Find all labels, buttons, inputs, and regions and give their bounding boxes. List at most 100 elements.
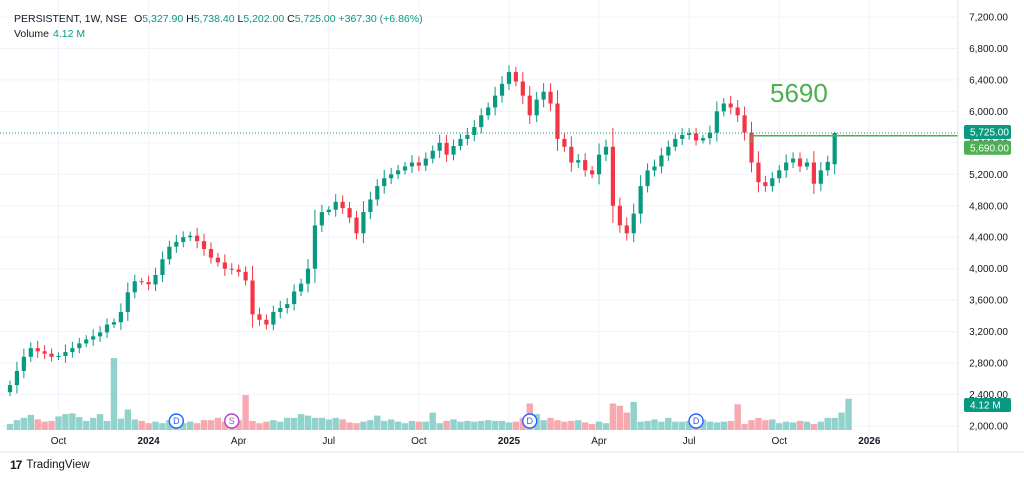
candle-up — [389, 167, 394, 185]
candle-body — [465, 134, 470, 139]
candle-up — [174, 235, 179, 253]
split-marker[interactable]: S — [224, 413, 240, 429]
volume-bar — [803, 421, 811, 430]
candle-down — [742, 106, 747, 141]
dividend-marker[interactable]: D — [168, 413, 185, 429]
volume-value: 4.12 M — [53, 28, 86, 40]
candle-body — [354, 217, 359, 234]
candle-down — [208, 242, 214, 264]
ohlc-legend: PERSISTENT, 1W, NSE O5,327.90 H5,738.40 … — [14, 12, 423, 27]
volume-bar — [789, 422, 797, 430]
volume-bar — [367, 420, 374, 430]
candle-up — [437, 134, 442, 159]
symbol-title[interactable]: PERSISTENT, 1W, NSE — [14, 13, 128, 25]
candle-up — [499, 76, 505, 103]
volume-bar — [609, 403, 617, 430]
volume-bar — [741, 423, 748, 430]
candle-up — [645, 163, 650, 193]
volume-bar — [720, 421, 727, 430]
candle-body — [416, 162, 421, 166]
candle-up — [271, 305, 276, 331]
volume-bar — [644, 420, 651, 430]
volume-bar — [568, 420, 575, 430]
candle-body — [680, 134, 685, 139]
volume-bar — [581, 422, 589, 430]
candle-body — [49, 353, 54, 357]
volume-bar — [69, 413, 76, 430]
candle-up — [423, 152, 428, 172]
candle-body — [340, 201, 345, 209]
price-axis-bg — [958, 0, 1024, 452]
candle-body — [63, 352, 68, 356]
volume-tag-bg — [964, 398, 1011, 412]
candle-up — [181, 231, 186, 248]
candle-down — [728, 96, 733, 115]
candle-up — [104, 318, 110, 338]
candle-body — [596, 154, 602, 175]
time-tick-label: 2026 — [858, 436, 881, 447]
volume-bar — [595, 421, 603, 430]
volume-bar — [637, 421, 644, 430]
candle-body — [285, 304, 290, 309]
candle-down — [264, 314, 269, 330]
price-axis[interactable]: 2,000.00 2,400.00 2,800.00 3,200.00 3,600.00… — [958, 0, 1024, 452]
dividend-marker[interactable]: D — [522, 413, 538, 429]
horizontal-line-5690[interactable] — [0, 132, 958, 143]
annotation-text[interactable]: 5690 — [770, 78, 828, 108]
volume-label[interactable]: Volume — [14, 28, 50, 40]
volume-bar — [443, 420, 450, 430]
volume-bar — [145, 423, 152, 430]
price-tick-label: 4,800.00 — [969, 201, 1008, 212]
volume-bar — [270, 420, 277, 430]
volume-bar — [110, 358, 118, 430]
candle-body — [770, 178, 775, 187]
candle-body — [264, 319, 269, 325]
dividend-marker-letter: D — [693, 416, 700, 426]
candle-body — [624, 225, 629, 234]
candle-body — [506, 72, 512, 84]
candle-body — [728, 103, 733, 108]
candle-down — [215, 252, 220, 267]
price-tick-label: 2,000.00 — [969, 422, 1008, 433]
volume-bar — [277, 421, 284, 430]
candle-body — [97, 332, 103, 337]
time-tick-label: 2025 — [498, 436, 521, 447]
candle-down — [527, 86, 532, 124]
volume-bar — [297, 414, 305, 430]
candle-up — [486, 102, 491, 120]
volume-bar — [332, 417, 339, 430]
candle-down — [42, 345, 47, 360]
candle-up — [292, 284, 297, 311]
volume-bar — [665, 417, 672, 430]
candle-body — [583, 160, 588, 171]
volume-bar — [103, 420, 111, 430]
volume-bars — [6, 358, 852, 430]
candle-body — [361, 212, 366, 234]
time-axis[interactable]: Oct 2024 Apr Jul Oct 2025 Apr Jul Oct 2026 — [0, 0, 1024, 453]
volume-bar — [630, 401, 637, 430]
candle-up — [375, 179, 380, 206]
candle-up — [832, 131, 837, 175]
volume-bar — [6, 423, 14, 430]
candle-body — [271, 311, 276, 325]
candle-up — [160, 251, 165, 282]
time-tick-label: Oct — [51, 436, 67, 447]
candle-body — [56, 355, 61, 357]
candle-up — [825, 155, 830, 176]
candle-down — [257, 307, 262, 326]
candle-up — [278, 300, 283, 319]
candle-up — [687, 128, 692, 140]
candle-body — [576, 160, 581, 163]
volume-bar — [782, 421, 790, 430]
candle-body — [368, 199, 373, 213]
tradingview-brand[interactable]: 17 TradingView — [10, 458, 90, 472]
volume-bar — [117, 418, 125, 430]
candle-down — [749, 121, 754, 173]
candle-body — [749, 132, 754, 163]
volume-bar — [186, 421, 194, 430]
candle-body — [42, 351, 47, 354]
dividend-marker[interactable]: D — [688, 413, 704, 429]
candle-body — [430, 150, 435, 159]
